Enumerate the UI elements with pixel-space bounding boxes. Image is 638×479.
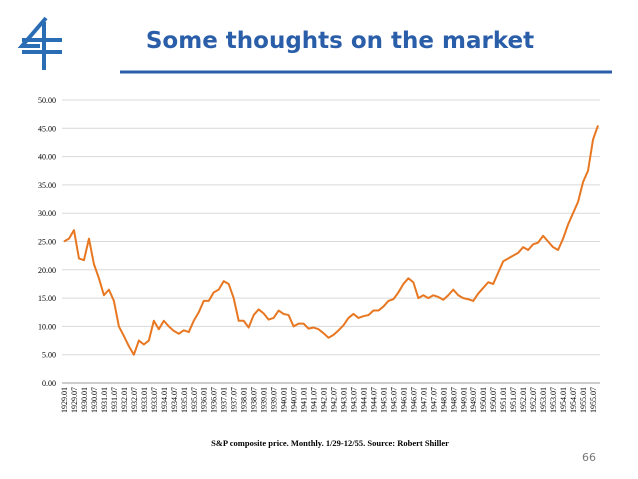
x-tick-label: 1931.01	[100, 387, 109, 413]
x-tick-label: 1936.01	[200, 387, 209, 413]
y-tick-label: 40.00	[38, 153, 56, 162]
x-tick-label: 1930.07	[90, 387, 99, 413]
y-tick-label: 5.00	[42, 351, 56, 360]
x-tick-label: 1953.01	[539, 387, 548, 413]
x-tick-label: 1942.07	[329, 387, 338, 413]
x-tick-label: 1951.01	[499, 387, 508, 413]
x-tick-label: 1933.01	[140, 387, 149, 413]
page-number: 66	[582, 451, 596, 464]
logo	[17, 16, 62, 70]
x-tick-label: 1933.07	[150, 387, 159, 413]
x-tick-label: 1932.07	[130, 387, 139, 413]
x-tick-label: 1940.01	[280, 387, 289, 413]
x-tick-label: 1945.07	[389, 387, 398, 413]
x-tick-label: 1947.07	[429, 387, 438, 413]
x-tick-label: 1955.01	[579, 387, 588, 413]
x-tick-label: 1952.01	[519, 387, 528, 413]
x-tick-label: 1937.07	[230, 387, 239, 413]
x-tick-label: 1948.07	[449, 387, 458, 413]
slide-title: Some thoughts on the market	[146, 28, 534, 54]
x-tick-label: 1936.07	[210, 387, 219, 413]
x-tick-label: 1955.07	[589, 387, 598, 413]
x-tick-label: 1944.01	[359, 387, 368, 413]
x-tick-label: 1953.07	[549, 387, 558, 413]
x-tick-label: 1946.07	[409, 387, 418, 413]
x-tick-label: 1947.01	[419, 387, 428, 413]
x-tick-label: 1951.07	[509, 387, 518, 413]
plot: 0.00 5.00 10.00 15.00 20.00 25.00 30.00 35.00 40…	[38, 96, 600, 413]
x-tick-label: 1938.01	[240, 387, 249, 413]
source-note: S&P composite price. Monthly. 1/29-12/55…	[211, 438, 449, 448]
price-line	[63, 125, 599, 356]
x-tick-label: 1939.07	[270, 387, 279, 413]
x-tick-label: 1929.01	[60, 387, 69, 413]
x-tick-label: 1949.01	[459, 387, 468, 413]
x-tick-label: 1943.01	[339, 387, 348, 413]
x-tick-label: 1945.01	[379, 387, 388, 413]
x-tick-label: 1949.07	[469, 387, 478, 413]
y-tick-label: 0.00	[42, 379, 56, 388]
x-tick-label: 1948.01	[439, 387, 448, 413]
y-tick-label: 30.00	[38, 209, 56, 218]
x-tick-label: 1939.01	[260, 387, 269, 413]
x-tick-label: 1946.01	[399, 387, 408, 413]
x-tick-label: 1954.01	[559, 387, 568, 413]
x-tick-label: 1934.01	[160, 387, 169, 413]
x-tick-label: 1935.01	[180, 387, 189, 413]
y-tick-label: 25.00	[38, 238, 56, 247]
x-tick-label: 1954.07	[569, 387, 578, 413]
x-tick-label: 1931.07	[110, 387, 119, 413]
x-tick-label: 1950.07	[489, 387, 498, 413]
x-tick-label: 1940.07	[290, 387, 299, 413]
y-tick-label: 50.00	[38, 96, 56, 105]
x-tick-label: 1934.07	[170, 387, 179, 413]
y-tick-label: 45.00	[38, 124, 56, 133]
x-tick-label: 1952.07	[529, 387, 538, 413]
y-tick-label: 10.00	[38, 322, 56, 331]
x-tick-label: 1929.07	[70, 387, 79, 413]
x-tick-label: 1944.07	[369, 387, 378, 413]
x-tick-label: 1930.01	[80, 387, 89, 413]
x-tick-label: 1935.07	[190, 387, 199, 413]
x-tick-label: 1932.01	[120, 387, 129, 413]
x-tick-label: 1941.01	[300, 387, 309, 413]
x-tick-label: 1941.07	[310, 387, 319, 413]
x-tick-label: 1942.01	[320, 387, 329, 413]
x-tick-label: 1937.01	[220, 387, 229, 413]
x-tick-label: 1938.07	[250, 387, 259, 413]
y-tick-label: 15.00	[38, 294, 56, 303]
x-tick-label: 1943.07	[349, 387, 358, 413]
y-tick-label: 20.00	[38, 266, 56, 275]
x-tick-label: 1950.01	[479, 387, 488, 413]
y-tick-label: 35.00	[38, 181, 56, 190]
